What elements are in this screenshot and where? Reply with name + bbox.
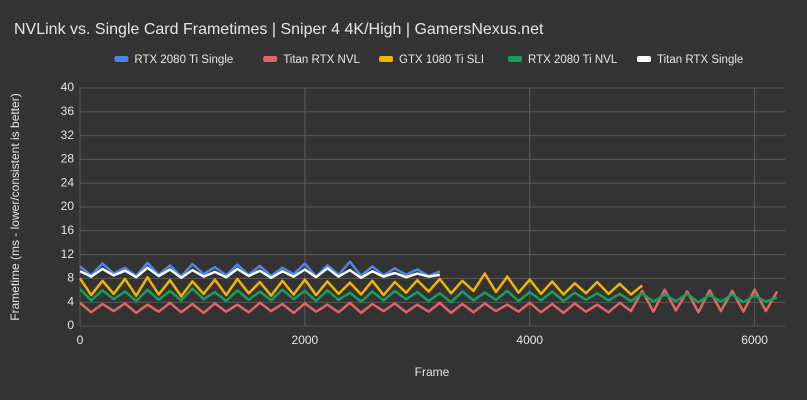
series-line <box>79 260 441 278</box>
series-line <box>79 287 778 304</box>
y-tick-label: 40 <box>61 80 75 94</box>
y-tick-label: 28 <box>61 152 75 166</box>
x-tick-label: 2000 <box>292 333 319 347</box>
legend-swatch <box>508 56 522 62</box>
y-tick-label: 8 <box>67 271 74 285</box>
y-tick-label: 20 <box>61 199 75 213</box>
legend-swatch <box>114 56 129 62</box>
chart-title: NVLink vs. Single Card Frametimes | Snip… <box>14 21 544 38</box>
legend-swatch <box>263 56 278 62</box>
y-tick-label: 0 <box>67 318 74 332</box>
x-tick-label: 0 <box>77 333 84 347</box>
y-axis-label: Frametime (ms - lower/consistent is bett… <box>8 93 22 320</box>
legend-swatch <box>637 56 651 62</box>
y-tick-label: 12 <box>61 247 75 261</box>
series-line <box>79 266 440 280</box>
legend-swatch <box>379 56 393 62</box>
y-tick-label: 16 <box>61 223 75 237</box>
legend-label: RTX 2080 Ti Single <box>134 54 233 66</box>
y-tick-label: 36 <box>61 104 75 118</box>
x-axis-label: Frame <box>415 365 450 379</box>
legend-label: RTX 2080 Ti NVL <box>528 54 618 66</box>
series-line <box>78 272 643 298</box>
y-tick-label: 24 <box>61 175 75 189</box>
x-tick-label: 6000 <box>741 333 768 347</box>
x-tick-label: 4000 <box>516 333 543 347</box>
legend-label: Titan RTX NVL <box>283 54 360 66</box>
legend-label: Titan RTX Single <box>657 54 743 66</box>
legend-label: GTX 1080 Ti SLI <box>399 54 484 66</box>
y-tick-label: 4 <box>67 294 74 308</box>
y-tick-label: 32 <box>61 128 75 142</box>
